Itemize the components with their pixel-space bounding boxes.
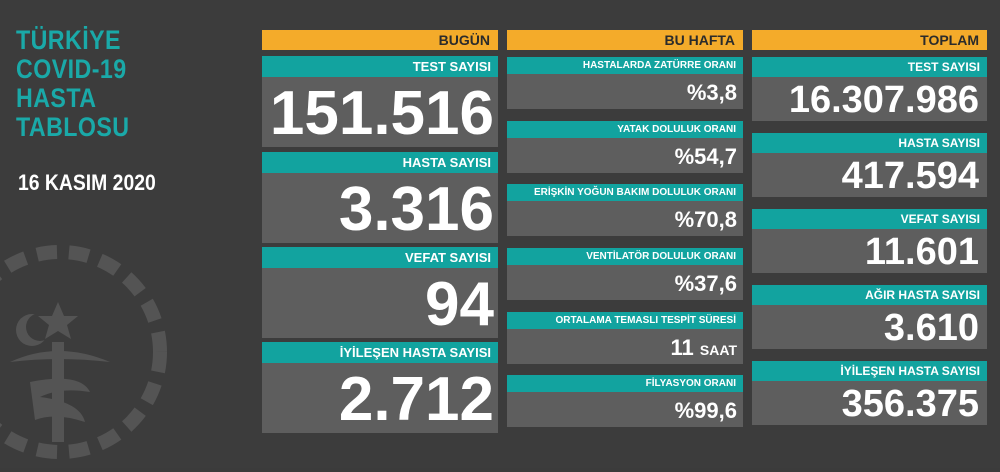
total-severe-value: 3.610 xyxy=(752,305,987,349)
today-recovered-card: İYİLEŞEN HASTA SAYISI 2.712 xyxy=(262,342,498,433)
total-recovered-label: İYİLEŞEN HASTA SAYISI xyxy=(752,361,987,381)
total-recovered-value: 356.375 xyxy=(752,381,987,425)
week-pneumonia-label: HASTALARDA ZATÜRRE ORANI xyxy=(507,57,743,74)
week-pneumonia-value: %3,8 xyxy=(507,74,743,109)
today-cases-label: HASTA SAYISI xyxy=(262,152,498,173)
total-deaths-label: VEFAT SAYISI xyxy=(752,209,987,229)
total-deaths-value: 11.601 xyxy=(752,229,987,273)
total-test-label: TEST SAYISI xyxy=(752,57,987,77)
today-cases-value: 3.316 xyxy=(262,173,498,243)
total-cases-label: HASTA SAYISI xyxy=(752,133,987,153)
today-deaths-value: 94 xyxy=(262,268,498,338)
week-ventilator-value: %37,6 xyxy=(507,265,743,300)
week-icu-occupancy-card: ERİŞKİN YOĞUN BAKIM DOLULUK ORANI %70,8 xyxy=(507,184,743,236)
week-filiation-value: %99,6 xyxy=(507,392,743,427)
total-severe-label: AĞIR HASTA SAYISI xyxy=(752,285,987,305)
today-recovered-value: 2.712 xyxy=(262,363,498,433)
today-cases-card: HASTA SAYISI 3.316 xyxy=(262,152,498,243)
total-test-card: TEST SAYISI 16.307.986 xyxy=(752,57,987,121)
ministry-of-health-emblem-icon xyxy=(0,245,167,459)
week-ventilator-label: VENTİLATÖR DOLULUK ORANI xyxy=(507,248,743,265)
today-deaths-label: VEFAT SAYISI xyxy=(262,247,498,268)
page-title: TÜRKİYE COVID-19 HASTA TABLOSU xyxy=(16,25,130,142)
today-test-card: TEST SAYISI 151.516 xyxy=(262,56,498,147)
week-contact-time-card: ORTALAMA TEMASLI TESPİT SÜRESİ 11 SAAT xyxy=(507,312,743,364)
today-test-label: TEST SAYISI xyxy=(262,56,498,77)
today-recovered-label: İYİLEŞEN HASTA SAYISI xyxy=(262,342,498,363)
week-bed-occupancy-value: %54,7 xyxy=(507,138,743,173)
week-pneumonia-card: HASTALARDA ZATÜRRE ORANI %3,8 xyxy=(507,57,743,109)
total-column: TOPLAM TEST SAYISI 16.307.986 HASTA SAYI… xyxy=(752,30,987,425)
week-icu-occupancy-value: %70,8 xyxy=(507,201,743,236)
total-severe-card: AĞIR HASTA SAYISI 3.610 xyxy=(752,285,987,349)
total-test-value: 16.307.986 xyxy=(752,77,987,121)
today-column: BUGÜN TEST SAYISI 151.516 HASTA SAYISI 3… xyxy=(262,30,498,433)
week-contact-time-label: ORTALAMA TEMASLI TESPİT SÜRESİ xyxy=(507,312,743,329)
week-bed-occupancy-label: YATAK DOLULUK ORANI xyxy=(507,121,743,138)
total-cases-value: 417.594 xyxy=(752,153,987,197)
week-column: BU HAFTA HASTALARDA ZATÜRRE ORANI %3,8 Y… xyxy=(507,30,743,427)
total-cases-card: HASTA SAYISI 417.594 xyxy=(752,133,987,197)
report-date: 16 KASIM 2020 xyxy=(18,170,156,195)
week-bed-occupancy-card: YATAK DOLULUK ORANI %54,7 xyxy=(507,121,743,173)
week-filiation-card: FİLYASYON ORANI %99,6 xyxy=(507,375,743,427)
week-heading: BU HAFTA xyxy=(507,30,743,50)
today-deaths-card: VEFAT SAYISI 94 xyxy=(262,247,498,338)
week-ventilator-card: VENTİLATÖR DOLULUK ORANI %37,6 xyxy=(507,248,743,300)
week-filiation-label: FİLYASYON ORANI xyxy=(507,375,743,392)
total-deaths-card: VEFAT SAYISI 11.601 xyxy=(752,209,987,273)
total-recovered-card: İYİLEŞEN HASTA SAYISI 356.375 xyxy=(752,361,987,425)
week-contact-time-value: 11 SAAT xyxy=(507,329,743,364)
contact-time-number: 11 xyxy=(670,335,694,360)
today-heading: BUGÜN xyxy=(262,30,498,50)
total-heading: TOPLAM xyxy=(752,30,987,50)
week-icu-occupancy-label: ERİŞKİN YOĞUN BAKIM DOLULUK ORANI xyxy=(507,184,743,201)
contact-time-unit: SAAT xyxy=(699,342,737,358)
today-test-value: 151.516 xyxy=(262,77,498,147)
